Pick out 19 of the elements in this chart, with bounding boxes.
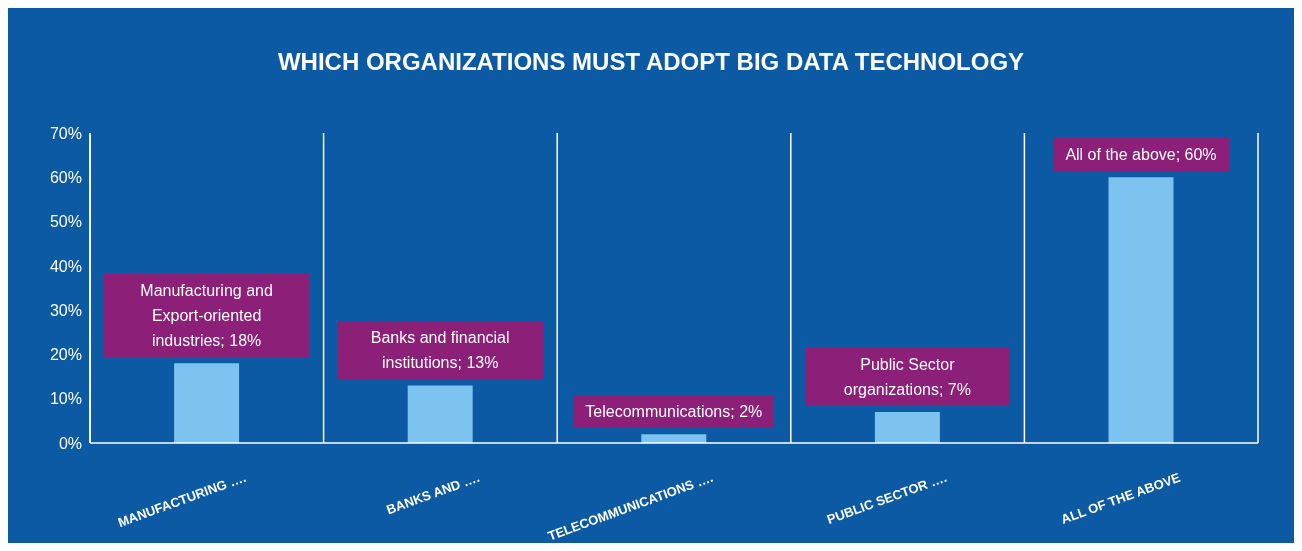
y-tick-label: 50% xyxy=(49,213,82,231)
bar xyxy=(874,412,940,443)
callout-box: Manufacturing and Export-oriented industries; 18% xyxy=(104,274,310,358)
chart-title: WHICH ORGANIZATIONS MUST ADOPT BIG DATA TECHNOLOGY xyxy=(276,48,1026,76)
callout-box: All of the above; 60% xyxy=(1053,138,1229,172)
y-tick-label: 30% xyxy=(49,301,82,319)
bar xyxy=(641,434,707,443)
y-tick-label: 20% xyxy=(49,346,82,364)
y-tick-label: 60% xyxy=(49,168,82,186)
callout-box: Banks and financial institutions; 13% xyxy=(337,321,543,380)
bar xyxy=(174,363,240,443)
y-tick-label: 70% xyxy=(49,124,82,142)
callout-box: Public Sector organizations; 7% xyxy=(804,348,1010,406)
y-tick-label: 0% xyxy=(58,434,82,452)
callout-box: Telecommunications; 2% xyxy=(573,395,775,429)
bar xyxy=(1108,177,1174,443)
y-tick-label: 40% xyxy=(49,257,82,275)
bar xyxy=(407,385,473,443)
y-tick-label: 10% xyxy=(49,390,82,408)
